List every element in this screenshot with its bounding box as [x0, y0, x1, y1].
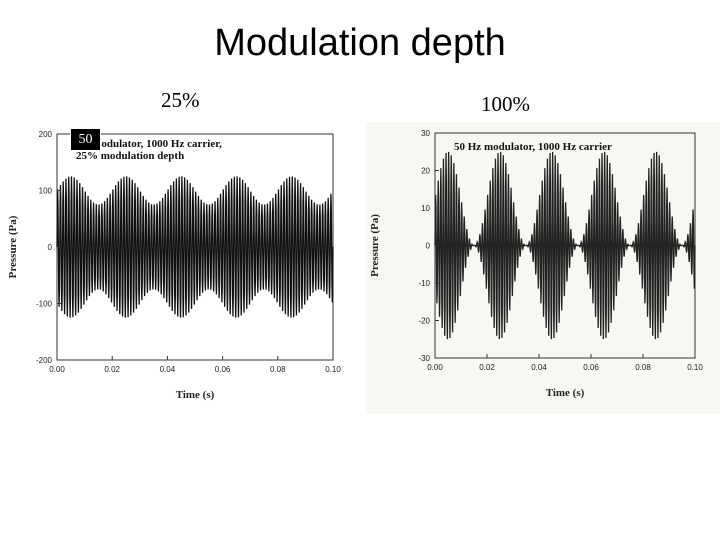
x-tick-label: 0.06 [215, 365, 231, 374]
y-tick-label: 100 [39, 187, 53, 196]
y-axis-title: Pressure (Pa) [7, 215, 19, 278]
x-tick-label: 0.06 [583, 363, 599, 372]
slide-title: Modulation depth [214, 22, 506, 64]
x-tick-label: 0.08 [635, 363, 651, 372]
chart-25-percent: 0.00 0.02 0.04 0.06 0.08 0.10 200 100 0 -100 -200 T… [7, 130, 341, 401]
y-tick-label: 200 [39, 130, 53, 139]
x-tick-label: 0.08 [270, 365, 286, 374]
chart-annotation: Hz modulator, 1000 Hz carrier, [76, 138, 222, 150]
y-tick-label: -100 [36, 300, 53, 309]
chart-100-percent: 0.00 0.02 0.04 0.06 0.08 0.10 30 20 10 0 -10 -20 -30… [369, 129, 703, 399]
y-tick-label: -200 [36, 356, 53, 365]
x-axis-title: Time (s) [176, 389, 215, 401]
waveform-series [434, 151, 696, 340]
chart-panel-25-percent: 0.00 0.02 0.04 0.06 0.08 0.10 200 100 0 -100 -200 T… [0, 124, 355, 424]
y-tick-label: -10 [418, 279, 430, 288]
chart-annotation: 25% modulation depth [76, 150, 184, 162]
right-column-label: 100% [481, 92, 530, 116]
y-tick-label: 20 [421, 167, 430, 176]
x-tick-label: 0.00 [49, 365, 65, 374]
y-tick-label: -30 [418, 354, 430, 363]
y-tick-label: 30 [421, 129, 430, 138]
x-tick-label: 0.02 [479, 363, 495, 372]
x-tick-label: 0.02 [104, 365, 120, 374]
waveform-series [56, 176, 334, 318]
x-tick-label: 0.00 [427, 363, 443, 372]
y-axis-title: Pressure (Pa) [369, 214, 381, 277]
x-axis-title: Time (s) [546, 387, 585, 399]
x-tick-label: 0.10 [687, 363, 703, 372]
chart-annotation: 50 Hz modulator, 1000 Hz carrier [454, 141, 612, 153]
y-tick-label: 0 [48, 243, 53, 252]
chart-panel-100-percent: 0.00 0.02 0.04 0.06 0.08 0.10 30 20 10 0 -10 -20 -30… [366, 122, 720, 414]
x-tick-label: 0.10 [325, 365, 341, 374]
x-tick-label: 0.04 [531, 363, 547, 372]
overlay-badge: 50 [70, 128, 101, 151]
left-column-label: 25% [161, 88, 200, 112]
y-tick-label: -20 [418, 317, 430, 326]
y-tick-label: 0 [426, 242, 431, 251]
x-tick-label: 0.04 [160, 365, 176, 374]
y-tick-label: 10 [421, 204, 430, 213]
